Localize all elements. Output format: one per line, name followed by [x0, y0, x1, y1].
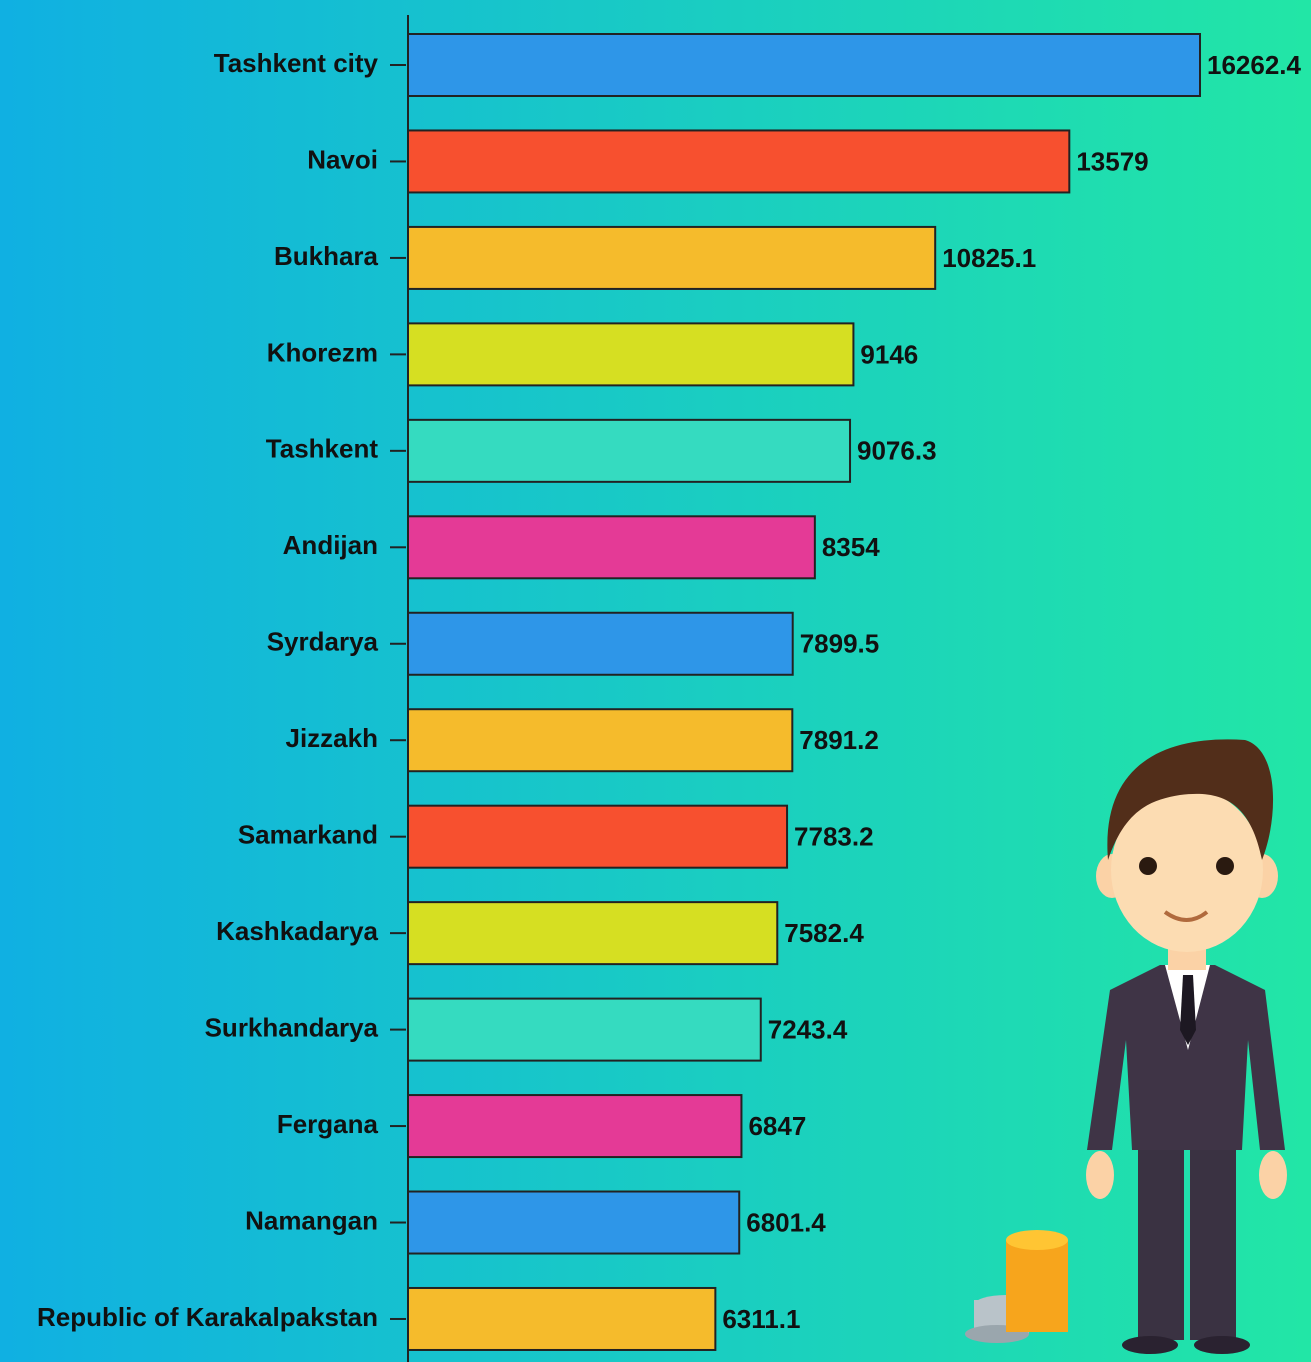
bar [408, 999, 761, 1061]
category-label: Tashkent city [214, 48, 379, 78]
bar [408, 227, 935, 289]
category-label: Khorezm [267, 337, 378, 367]
value-label: 6801.4 [746, 1207, 826, 1237]
category-label: Bukhara [274, 241, 379, 271]
bar [408, 323, 853, 385]
bar [408, 1095, 741, 1157]
value-label: 8354 [822, 532, 880, 562]
category-label: Fergana [277, 1109, 379, 1139]
value-label: 9076.3 [857, 436, 937, 466]
value-label: 13579 [1076, 146, 1148, 176]
bar [408, 709, 792, 771]
category-label: Jizzakh [286, 723, 379, 753]
category-label: Navoi [307, 144, 378, 174]
chart: Tashkent city 16262.4 Navoi 13579 Bukhara 108… [0, 0, 1311, 1362]
category-label: Surkhandarya [205, 1012, 379, 1042]
bar [408, 130, 1069, 192]
value-label: 10825.1 [942, 243, 1036, 273]
value-label: 6311.1 [722, 1304, 800, 1334]
category-label: Namangan [245, 1205, 378, 1235]
value-label: 7243.4 [768, 1014, 848, 1044]
value-label: 7582.4 [784, 918, 864, 948]
category-label: Kashkadarya [216, 916, 378, 946]
value-label: 7783.2 [794, 822, 874, 852]
bar [408, 902, 777, 964]
bar [408, 420, 850, 482]
category-label: Tashkent [266, 434, 379, 464]
bar [408, 1192, 739, 1254]
bar [408, 516, 815, 578]
category-label: Republic of Karakalpakstan [37, 1302, 378, 1332]
bar [408, 806, 787, 868]
value-label: 7891.2 [799, 725, 879, 755]
page: {"chart_data": {"type": "bar", "orientat… [0, 0, 1311, 1362]
bar [408, 613, 793, 675]
value-label: 16262.4 [1207, 50, 1302, 80]
category-label: Samarkand [238, 820, 378, 850]
bar [408, 1288, 715, 1350]
category-label: Syrdarya [267, 627, 379, 657]
value-label: 7899.5 [800, 629, 880, 659]
value-label: 6847 [748, 1111, 806, 1141]
bar [408, 34, 1200, 96]
category-label: Andijan [283, 530, 378, 560]
value-label: 9146 [860, 339, 918, 369]
